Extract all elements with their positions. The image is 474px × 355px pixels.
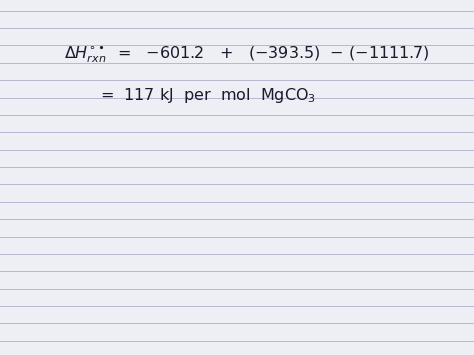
Text: $\Delta H^{\circ\bullet}_{rxn}$  =   −601.2   +   (−393.5)  − (−1111.7): $\Delta H^{\circ\bullet}_{rxn}$ = −601.2… — [64, 45, 430, 65]
Text: =  117 kJ  per  mol  MgCO$_3$: = 117 kJ per mol MgCO$_3$ — [100, 86, 316, 105]
